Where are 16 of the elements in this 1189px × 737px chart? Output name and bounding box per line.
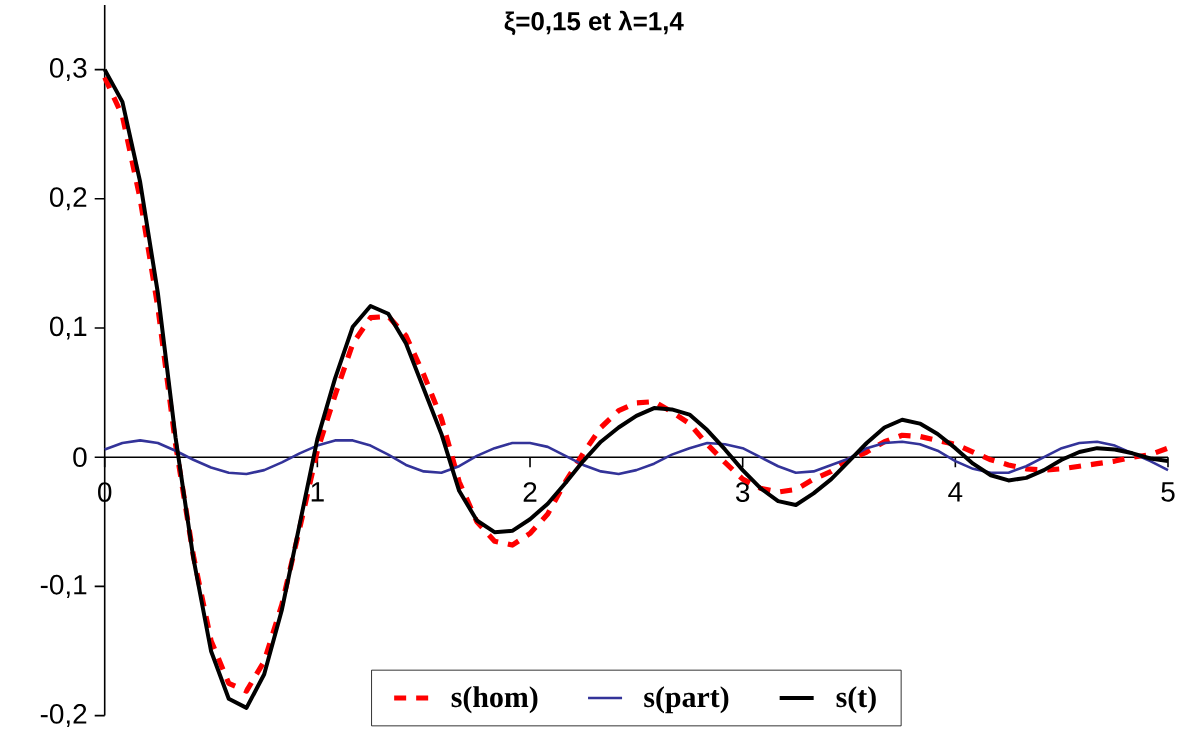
line-series: [103, 439, 1170, 476]
x-tick-label: 2: [523, 482, 537, 502]
y-tick-label: 0,2: [49, 187, 87, 211]
y-tick-label: -0,1: [40, 574, 87, 598]
y-tick-label: 0: [73, 447, 87, 468]
x-tick-label: 5: [1161, 482, 1175, 502]
y-tick-label: 0,1: [49, 316, 87, 340]
x-tick-label: 3: [735, 482, 750, 502]
legend-label: s(part): [644, 686, 729, 714]
y-tick-label: 0,3: [49, 58, 87, 82]
legend-label: s(hom): [451, 686, 538, 714]
chart-title: ξ=0,15 et λ=1,4: [504, 10, 684, 36]
x-tick-label: 1: [311, 482, 324, 502]
y-tick-label: -0,2: [40, 704, 87, 728]
legend-label: s(t): [836, 686, 876, 714]
x-tick-label: 4: [948, 482, 963, 502]
